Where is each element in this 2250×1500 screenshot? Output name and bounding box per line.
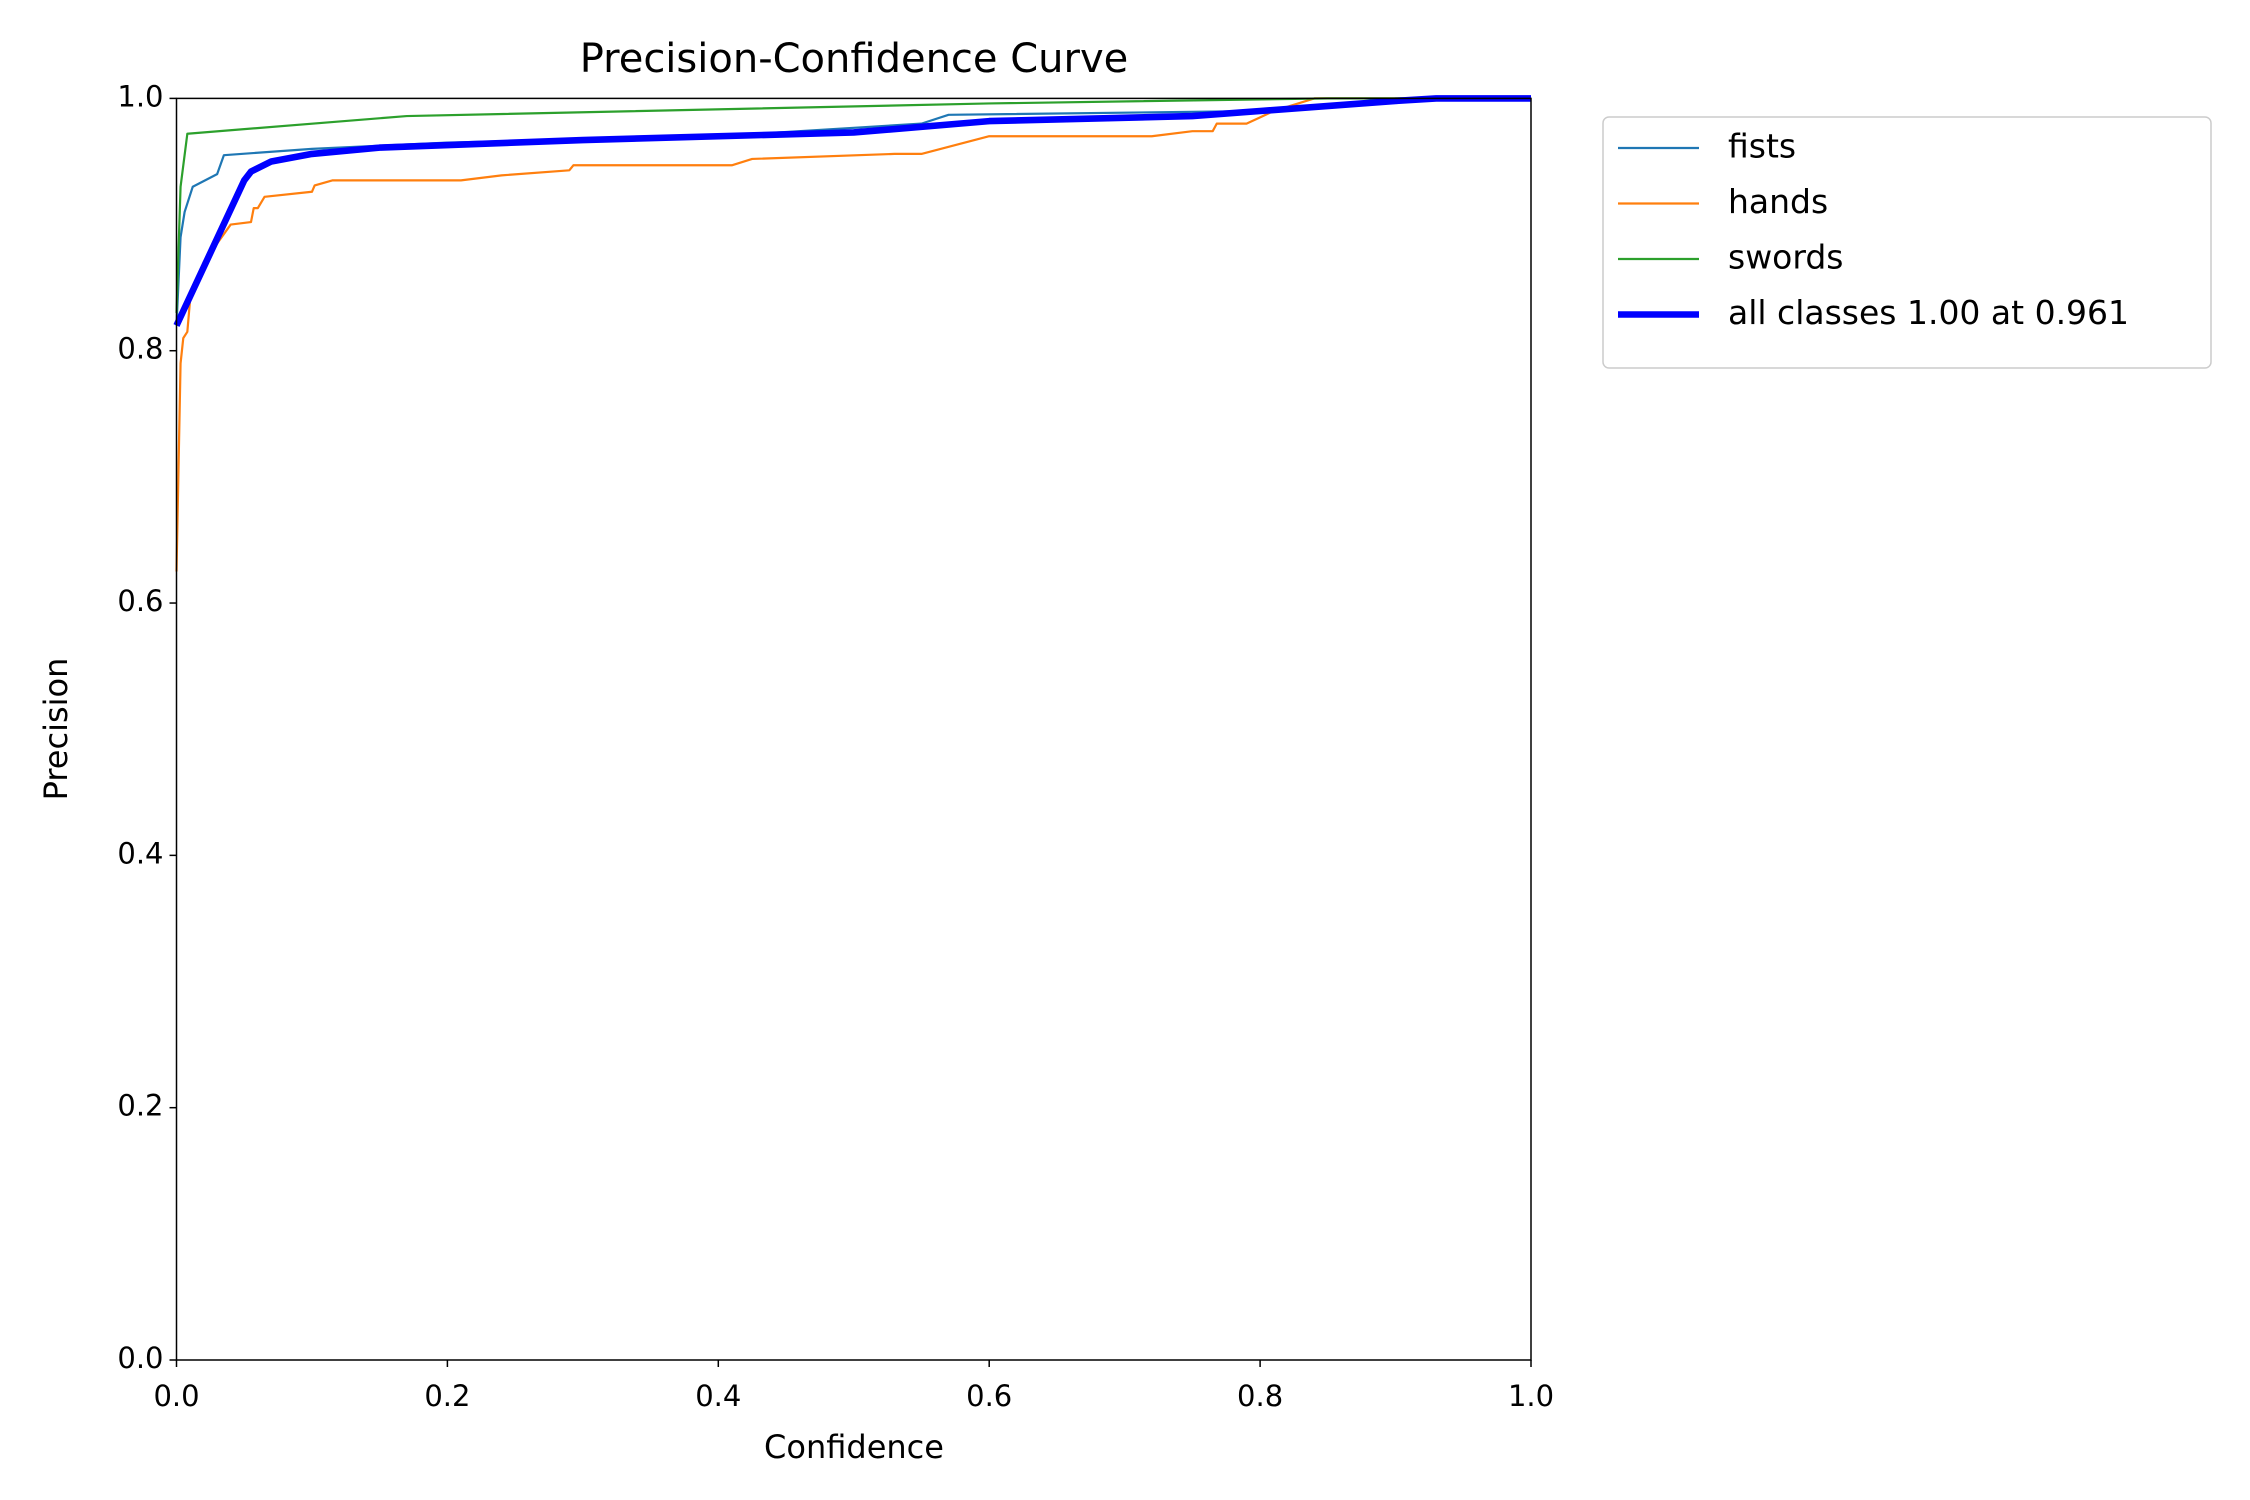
x-tick-label: 0.0 [153, 1379, 199, 1413]
x-axis-label: Confidence [764, 1428, 944, 1466]
chart-title: Precision-Confidence Curve [580, 36, 1129, 82]
x-tick-label: 0.2 [424, 1379, 470, 1413]
legend-label: swords [1728, 238, 1844, 277]
legend: fists hands swords all classes 1.00 at 0.96… [1602, 116, 2212, 369]
y-tick-label: 1.0 [117, 79, 163, 113]
legend-label: fists [1728, 127, 1796, 166]
y-axis-label: Precision [37, 658, 75, 801]
legend-label: all classes 1.00 at 0.961 [1728, 293, 2129, 332]
x-tick-label: 0.6 [966, 1379, 1012, 1413]
plot-frame [175, 97, 1532, 1361]
y-tick-label: 0.0 [117, 1341, 163, 1375]
x-tick-label: 0.8 [1237, 1379, 1283, 1413]
legend-frame [1602, 116, 2212, 369]
x-tick-label: 1.0 [1508, 1379, 1554, 1413]
y-tick-label: 0.6 [117, 584, 163, 618]
y-tick-label: 0.2 [117, 1089, 163, 1123]
legend-label: hands [1728, 182, 1828, 221]
x-tick-label: 0.4 [695, 1379, 741, 1413]
series-line [173, 95, 1531, 327]
y-tick-label: 0.4 [117, 836, 163, 870]
y-tick-label: 0.8 [117, 332, 163, 366]
